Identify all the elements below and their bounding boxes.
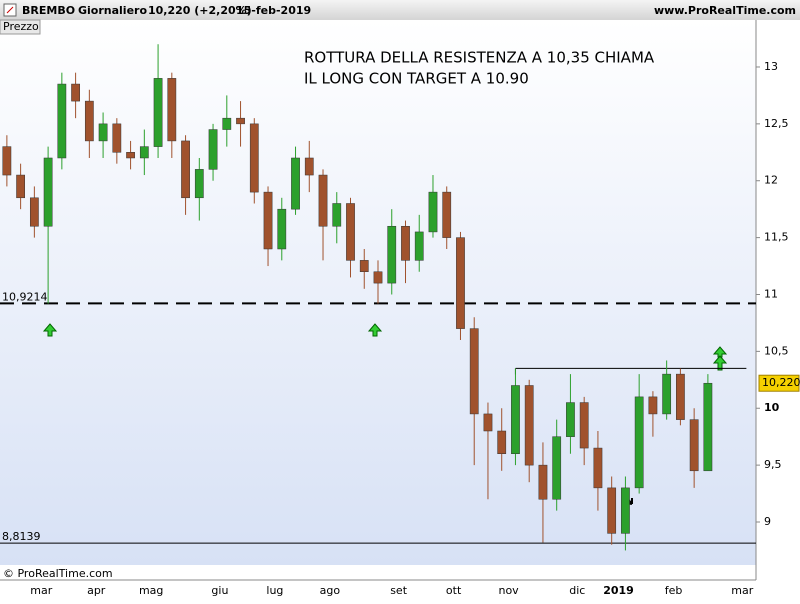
x-tick-label: ott (446, 584, 462, 597)
candle-body (249, 123, 259, 193)
candle-body (511, 385, 520, 454)
candle-body (414, 231, 424, 261)
x-tick-label: 2019 (603, 584, 634, 597)
symbol: BREMBO (22, 4, 75, 17)
x-tick-label: mar (30, 584, 52, 597)
candle-body (194, 169, 204, 199)
candle-body (483, 413, 493, 432)
candle-body (662, 373, 672, 415)
candle-body (359, 260, 369, 272)
candle-body (126, 152, 135, 159)
candle-body (236, 117, 245, 125)
y-tick-label: 10 (764, 401, 780, 414)
candle-body (373, 271, 383, 284)
candle-body (401, 225, 410, 261)
candle-body (181, 140, 190, 199)
annotation: IL LONG CON TARGET A 10.90 (304, 70, 529, 88)
candle-body (318, 174, 328, 227)
candle-body (387, 225, 397, 284)
candle-body (208, 129, 218, 170)
x-tick-label: set (390, 584, 407, 597)
panel-tab (0, 19, 41, 35)
last-price-label: 10,220 (762, 376, 800, 389)
candle-body (167, 78, 177, 142)
y-tick-label: 10,5 (764, 344, 789, 357)
up-arrow (42, 323, 58, 337)
x-tick-label: apr (87, 584, 106, 597)
x-tick-label: ago (320, 584, 341, 597)
candle-body (304, 157, 314, 176)
candle-body (29, 197, 39, 227)
up-arrow (367, 323, 383, 337)
candle-body (346, 203, 355, 261)
y-tick-label: 9,5 (764, 458, 782, 471)
candle-body (71, 83, 80, 102)
candle-body (607, 487, 617, 534)
icon-line (6, 6, 14, 14)
candle-body (524, 385, 534, 466)
candle-body (497, 430, 507, 454)
candle-body (291, 157, 300, 210)
x-tick-label: dic (569, 584, 585, 597)
candle-body (621, 487, 630, 534)
y-tick-label: 12 (764, 174, 778, 187)
candle-body (43, 157, 53, 227)
candle-body (552, 436, 562, 500)
up-arrow (712, 346, 728, 371)
candle-body (332, 203, 342, 227)
candle-body (648, 396, 658, 415)
candle-body (566, 402, 575, 437)
candle-body (593, 447, 603, 489)
x-tick-label: nov (498, 584, 519, 597)
x-tick-label: lug (266, 584, 283, 597)
candle-body (469, 328, 479, 415)
y-tick-label: 9 (764, 515, 771, 528)
candle-body (2, 146, 12, 176)
candle-body (442, 191, 452, 238)
candle-body (456, 237, 465, 329)
site: www.ProRealTime.com (654, 4, 796, 17)
date: 15-feb-2019 (236, 4, 311, 17)
candle-body (428, 191, 438, 233)
annotation: ROTTURA DELLA RESISTENZA A 10,35 CHIAMA (304, 49, 655, 67)
candle-body (57, 83, 67, 159)
candle-body (579, 402, 589, 449)
candle-body (222, 117, 232, 130)
level-label: 8,8139 (2, 530, 41, 543)
header-bar (0, 0, 800, 20)
candle-body (112, 123, 122, 153)
candle-body (703, 382, 713, 472)
candle-body (16, 174, 25, 199)
x-tick-label: mar (731, 584, 753, 597)
candle-body (153, 78, 163, 147)
last-price-box (758, 374, 800, 392)
panel-label: Prezzo (3, 20, 39, 33)
y-tick-label: 11,5 (764, 231, 789, 244)
period: Giornaliero (78, 4, 147, 17)
quote: 10,220 (+2,20%) (148, 4, 252, 17)
candle-body (689, 419, 699, 472)
x-tick-label: feb (665, 584, 683, 597)
candle-body (84, 100, 94, 142)
y-tick-label: 11 (764, 287, 778, 300)
candle-body (676, 373, 685, 420)
candle-body (139, 146, 149, 159)
candle-body (98, 123, 108, 142)
x-tick-label: giu (211, 584, 228, 597)
y-tick-label: 13 (764, 60, 778, 73)
y-tick-label: 12,5 (764, 117, 789, 130)
candle-body (263, 191, 273, 250)
candle-body (277, 208, 287, 250)
level-label: 10,9214 (2, 290, 48, 303)
candle-body (634, 396, 644, 489)
copyright: © ProRealTime.com (3, 567, 113, 580)
x-tick-label: mag (139, 584, 163, 597)
candle-body (538, 464, 548, 500)
